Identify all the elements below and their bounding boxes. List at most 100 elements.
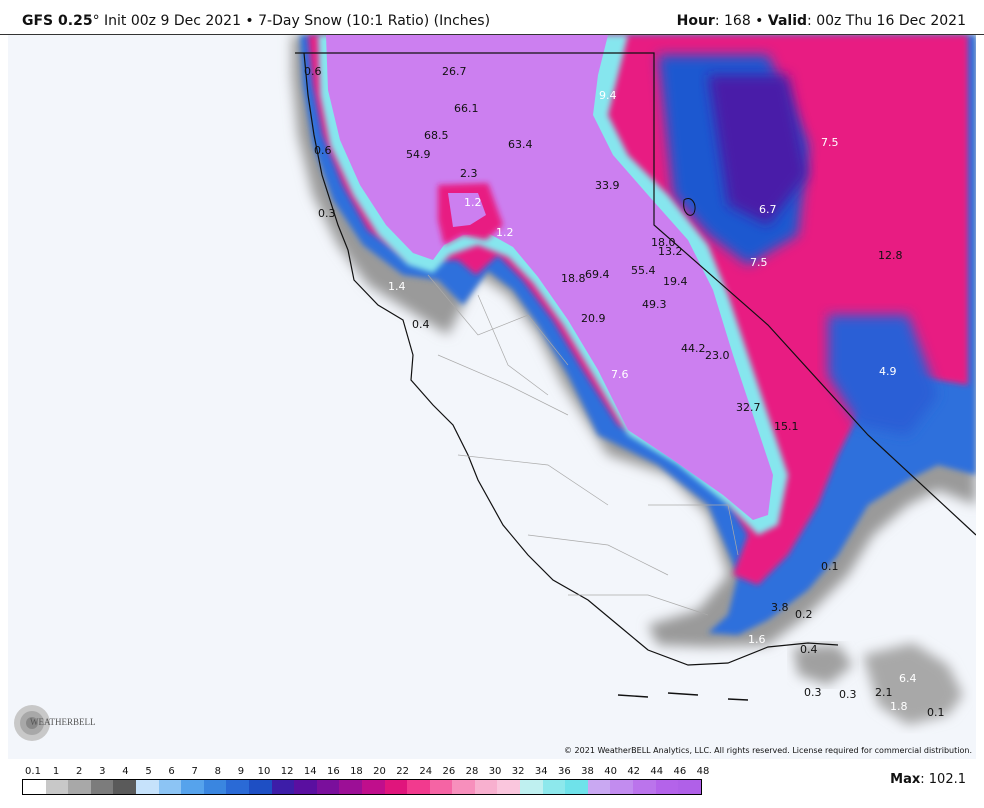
snowfall-total-label: 9.4	[599, 89, 617, 102]
snowfall-total-label: 7.5	[821, 136, 839, 149]
state-border	[295, 52, 976, 536]
snowfall-total-label: 49.3	[642, 298, 667, 311]
snowfall-total-label: 12.8	[878, 249, 903, 262]
legend-tick-label: 10	[257, 766, 271, 777]
legend-tick-label: 8	[214, 766, 221, 777]
legend-tick-label: 28	[465, 766, 479, 777]
snowfall-total-label: 44.2	[681, 342, 706, 355]
county-lines	[427, 274, 739, 616]
snowfall-total-label: 1.2	[464, 196, 482, 209]
legend-tick-label: 12	[280, 766, 294, 777]
max-value: Max: 102.1	[890, 772, 966, 787]
snowfall-total-label: 7.5	[750, 256, 768, 269]
legend-tick-label: 18	[350, 766, 363, 777]
legend-color-swatch	[68, 780, 91, 794]
legend-tick-label: 4	[122, 766, 129, 777]
snowfall-total-label: 0.4	[412, 318, 430, 331]
legend-color-swatch	[384, 780, 408, 794]
legend-tick-label: 38	[581, 766, 594, 777]
snowfall-total-label: 1.6	[748, 633, 766, 646]
legend-color-swatch	[45, 780, 69, 794]
legend-tick-label: 26	[442, 766, 456, 777]
snowfall-total-label: 33.9	[595, 179, 620, 192]
snowfall-total-label: 54.9	[406, 148, 431, 161]
snowfall-total-label: 0.3	[804, 686, 822, 699]
legend-color-swatch	[316, 780, 340, 794]
heaviest-snow-core	[326, 35, 773, 520]
hour-label: Hour	[676, 13, 715, 29]
snowfall-map[interactable]: 0.6 26.7 9.4 66.1 68.5 63.4 0.6 54.9 7.5…	[8, 35, 976, 759]
legend-tick-label: 7	[191, 766, 198, 777]
snowfall-total-label: 18.0	[651, 236, 676, 249]
legend-color-swatch	[90, 780, 114, 794]
legend-color-swatch	[248, 780, 272, 794]
legend-tick-label: 9	[237, 766, 245, 777]
legend-tick-label: 32	[511, 766, 525, 777]
snowfall-total-label: 6.7	[759, 203, 777, 216]
legend-color-swatch	[678, 780, 701, 794]
init-description: Init 00z 9 Dec 2021 • 7-Day Snow (10:1 R…	[99, 13, 491, 29]
snowfall-total-label: 68.5	[424, 129, 449, 142]
legend-tick-label: 5	[145, 766, 152, 777]
snowfall-total-label: 66.1	[454, 102, 479, 115]
legend-tick-label: 2	[76, 766, 83, 777]
snowfall-total-label: 0.3	[839, 688, 857, 701]
weatherbell-logo: WEATHERBELL	[12, 700, 102, 746]
legend-color-swatch	[474, 780, 498, 794]
snowfall-total-label: 2.1	[875, 686, 893, 699]
legend-color-swatch	[429, 780, 453, 794]
legend-color-swatch	[113, 780, 136, 794]
eastern-blue-pocket-2	[828, 315, 938, 435]
legend-tick-label: 44	[650, 766, 664, 777]
snowfall-total-label: 23.0	[705, 349, 730, 362]
lake-tahoe	[683, 198, 696, 216]
legend-color-swatch	[226, 780, 249, 794]
snowfall-total-label: 6.4	[899, 672, 917, 685]
legend-color-swatch	[203, 780, 227, 794]
snowfall-total-label: 0.6	[304, 65, 322, 78]
legend-tick-label: 36	[558, 766, 571, 777]
legend-color-swatch	[610, 780, 634, 794]
legend-color-swatch	[633, 780, 656, 794]
max-label: Max	[890, 772, 921, 787]
legend-tick-label: 24	[419, 766, 433, 777]
snowfall-total-label: 1.2	[496, 226, 514, 239]
core-notch-inner	[448, 193, 486, 227]
snowfall-total-label: 0.1	[927, 706, 945, 719]
legend-tick-label: 1	[52, 766, 60, 777]
legend-tick-label: 20	[373, 766, 386, 777]
map-title: GFS 0.25° Init 00z 9 Dec 2021 • 7-Day Sn…	[22, 13, 490, 29]
valid-value: : 00z Thu 16 Dec 2021	[807, 13, 966, 29]
legend-tick-label: 40	[604, 766, 617, 777]
legend-color-swatch	[361, 780, 385, 794]
legend-color-swatch	[520, 780, 543, 794]
degree-symbol: °	[92, 13, 100, 29]
logo-wordmark: WEATHERBELL	[30, 717, 96, 727]
snowfall-total-label: 0.4	[800, 643, 818, 656]
legend-tick-label: 46	[673, 766, 687, 777]
snowfall-total-label: 55.4	[631, 264, 656, 277]
snowfall-total-label: 63.4	[508, 138, 533, 151]
valid-label: Valid	[767, 13, 808, 29]
snowfall-total-label: 18.8	[561, 272, 586, 285]
legend-tick-label: 34	[534, 766, 548, 777]
map-graphics	[292, 35, 976, 725]
snowfall-total-label: 4.9	[879, 365, 897, 378]
snowfall-total-label: 32.7	[736, 401, 761, 414]
hour-value: : 168 •	[714, 13, 768, 29]
channel-islands	[617, 692, 749, 701]
legend-color-swatch	[339, 780, 362, 794]
snowfall-total-label: 0.3	[318, 207, 336, 220]
snowfall-total-label: 0.2	[795, 608, 813, 621]
legend-tick-label: 3	[99, 766, 106, 777]
snowfall-total-label: 1.8	[890, 700, 908, 713]
snowfall-total-label: 20.9	[581, 312, 606, 325]
snowfall-total-label: 2.3	[460, 167, 478, 180]
snowfall-total-label: 0.6	[314, 144, 332, 157]
snowfall-total-label: 19.4	[663, 275, 688, 288]
legend-color-swatch	[452, 780, 475, 794]
light-snow-halo-south	[863, 643, 963, 725]
legend-color-swatch	[655, 780, 679, 794]
legend-ticks: 0.1 1 2 3 4 5 6 7 8 9 10 12 14 16 18 20 22 24 26 28 30 32 34 36…	[23, 766, 709, 778]
snowfall-total-label: 69.4	[585, 268, 610, 281]
